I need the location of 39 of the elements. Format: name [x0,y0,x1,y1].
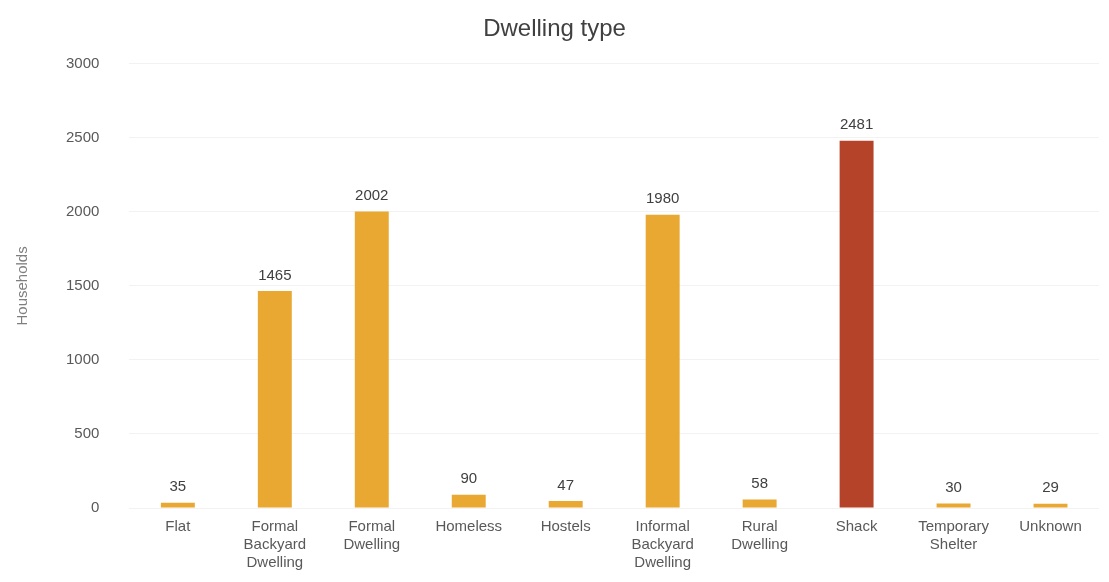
bar [451,494,486,508]
x-tick-label: Shack [835,517,878,535]
x-tick-label: Temporary Shelter [918,517,990,553]
data-label: 1465 [258,265,292,283]
bar [645,214,680,508]
bar [1033,503,1068,508]
y-tick-label: 2500 [65,127,100,145]
data-label: 90 [460,469,478,487]
data-label: 30 [945,478,962,496]
y-tick-label: 2000 [65,202,100,220]
data-label: 29 [1042,478,1059,496]
bar [742,499,777,508]
chart-title: Dwelling type [483,14,626,42]
x-tick-label: Informal Backyard Dwelling [631,517,694,571]
y-tick-label: 1500 [65,276,100,294]
bar [160,502,195,508]
data-label: 1980 [645,189,680,207]
bar [257,291,292,508]
data-label: 58 [751,474,768,492]
x-tick-label: Flat [165,517,192,535]
x-tick-label: Formal Backyard Dwelling [243,517,307,571]
data-label: 35 [169,477,187,495]
x-tick-label: Rural Dwelling [731,517,788,553]
data-label: 2481 [839,115,874,133]
bar [548,501,583,508]
x-tick-label: Hostels [540,517,591,535]
y-tick-label: 500 [74,424,100,442]
x-tick-label: Homeless [435,517,503,535]
bar [839,140,874,508]
bar [936,503,971,508]
bar [354,211,389,508]
x-tick-label: Unknown [1019,517,1082,535]
x-tick-label: Formal Dwelling [343,517,401,553]
y-tick-label: 1000 [65,350,100,368]
data-label: 47 [557,475,575,493]
y-tick-label: 0 [91,498,100,516]
y-tick-label: 3000 [65,53,100,71]
data-label: 2002 [355,186,389,204]
y-axis-title: Households [13,246,31,326]
